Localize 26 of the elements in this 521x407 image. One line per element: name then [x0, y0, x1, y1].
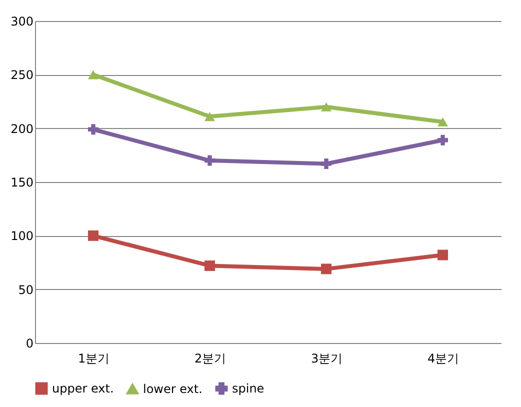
- x-tick-label: 1분기: [78, 352, 110, 366]
- point: [321, 158, 332, 169]
- point: [88, 124, 98, 135]
- point: [204, 112, 215, 122]
- y-tick-label: 0: [26, 336, 34, 350]
- point: [438, 134, 448, 146]
- x-tick-label: 4분기: [427, 352, 460, 366]
- legend-label: spine: [232, 382, 264, 396]
- y-tick-label: 100: [10, 229, 34, 244]
- point: [321, 264, 332, 274]
- point: [204, 260, 215, 271]
- point: [204, 155, 215, 166]
- point: [438, 117, 448, 126]
- y-tick-label: 300: [10, 14, 34, 28]
- y-tick-label: 250: [10, 68, 34, 82]
- x-tick-label: 2분기: [194, 352, 226, 366]
- y-tick-label: 150: [10, 176, 34, 190]
- legend-label: lower ext.: [143, 382, 202, 396]
- y-tick-label: 200: [10, 122, 34, 136]
- y-tick-label: 50: [18, 282, 34, 297]
- point: [88, 230, 98, 241]
- point: [438, 250, 448, 260]
- legend-label: upper ext.: [52, 382, 114, 396]
- x-tick-label: 3분기: [310, 352, 343, 366]
- point: [321, 102, 332, 112]
- point: [88, 70, 98, 80]
